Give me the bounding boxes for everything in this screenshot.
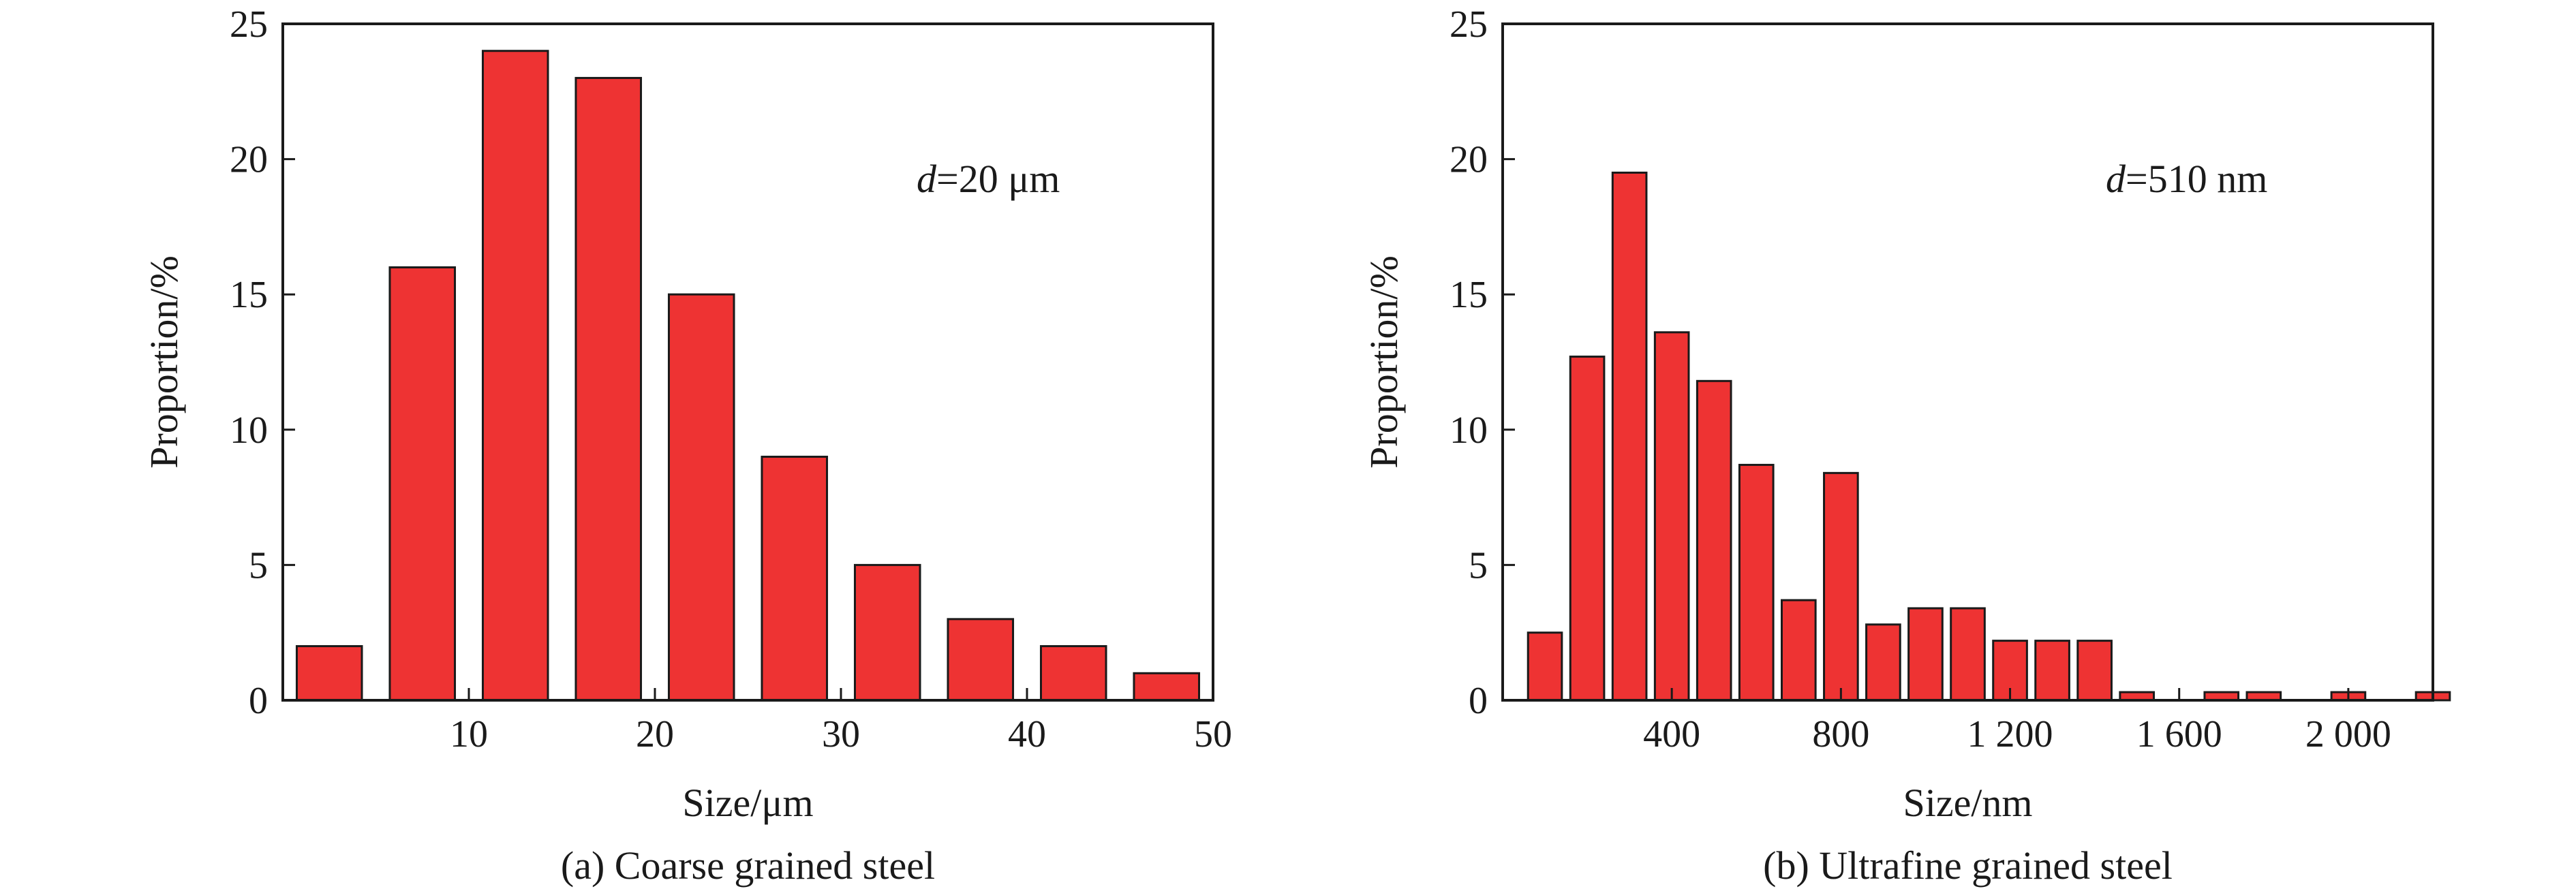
y-tick-label: 20 <box>230 139 268 181</box>
plot-frame <box>281 22 1214 702</box>
x-tick-label: 30 <box>822 713 860 755</box>
bar <box>1569 356 1606 702</box>
x-tick-label: 10 <box>450 713 488 755</box>
x-axis-label: Size/nm <box>1903 781 2032 825</box>
bar <box>1738 463 1775 702</box>
mean-size-annotation: d=20 μm <box>917 157 1060 201</box>
bar <box>2076 640 2113 702</box>
bars-group <box>1527 171 2451 702</box>
y-tick-label: 25 <box>1450 3 1488 46</box>
annotation-variable: d <box>2106 157 2126 201</box>
chart-caption: (b) Ultrafine grained steel <box>1763 843 2173 888</box>
annotation-variable: d <box>917 157 937 201</box>
bar <box>667 293 735 702</box>
x-tick-label: 20 <box>636 713 674 755</box>
bar <box>947 618 1015 702</box>
bar <box>1653 331 1690 702</box>
y-tick-label: 0 <box>249 680 268 722</box>
y-axis-label: Proportion/% <box>1362 255 1406 469</box>
chart-coarse-grained: 0 5 10 15 20 25 10 20 30 40 50 Proportion/% Size/… <box>142 3 1232 888</box>
mean-size-annotation: d=510 nm <box>2106 157 2267 201</box>
bar <box>853 563 921 702</box>
annotation-value: =20 μm <box>936 157 1060 201</box>
y-tick-label: 15 <box>1450 274 1488 316</box>
y-ticks-group: 0 5 10 15 20 25 <box>1450 3 1515 722</box>
plot-frame <box>1501 22 2434 702</box>
y-tick-label: 20 <box>1450 139 1488 181</box>
bar <box>295 645 363 702</box>
annotation-value: =510 nm <box>2126 157 2267 201</box>
bar <box>388 266 457 702</box>
bar <box>1527 631 1563 702</box>
bar <box>1823 471 1859 702</box>
x-ticks-group: 400 800 1 200 1 600 2 000 <box>1643 688 2391 755</box>
chart-caption: (a) Coarse grained steel <box>561 843 935 888</box>
y-axis-label: Proportion/% <box>142 255 186 469</box>
y-tick-label: 0 <box>1469 680 1488 722</box>
y-tick-label: 10 <box>1450 409 1488 452</box>
y-tick-label: 5 <box>1469 544 1488 587</box>
bar <box>1865 623 1901 702</box>
y-tick-label: 25 <box>230 3 268 46</box>
bar <box>761 456 829 702</box>
bar <box>574 76 643 702</box>
x-tick-label: 50 <box>1194 713 1232 755</box>
y-tick-label: 5 <box>249 544 268 587</box>
x-tick-label: 1 600 <box>2136 713 2222 755</box>
y-tick-label: 10 <box>230 409 268 452</box>
x-axis-label: Size/μm <box>682 781 813 825</box>
bar <box>1907 607 1944 702</box>
bars-group <box>295 50 1201 702</box>
bar <box>1781 599 1817 702</box>
bar <box>1133 672 1201 702</box>
x-tick-label: 2 000 <box>2305 713 2391 755</box>
chart-ultrafine-grained: 0 5 10 15 20 25 400 800 1 200 1 600 2 000 Proport… <box>1362 3 2451 888</box>
bar <box>481 50 549 702</box>
bar <box>1039 645 1107 702</box>
x-ticks-group: 10 20 30 40 50 <box>450 688 1232 755</box>
bar <box>1696 379 1732 702</box>
x-tick-label: 1 200 <box>1967 713 2053 755</box>
bar <box>1950 607 1986 702</box>
y-tick-label: 15 <box>230 274 268 316</box>
x-tick-label: 40 <box>1008 713 1046 755</box>
x-tick-label: 400 <box>1643 713 1700 755</box>
bar <box>1611 171 1648 702</box>
y-ticks-group: 0 5 10 15 20 25 <box>230 3 295 722</box>
bar <box>2034 640 2070 702</box>
x-tick-label: 800 <box>1812 713 1869 755</box>
